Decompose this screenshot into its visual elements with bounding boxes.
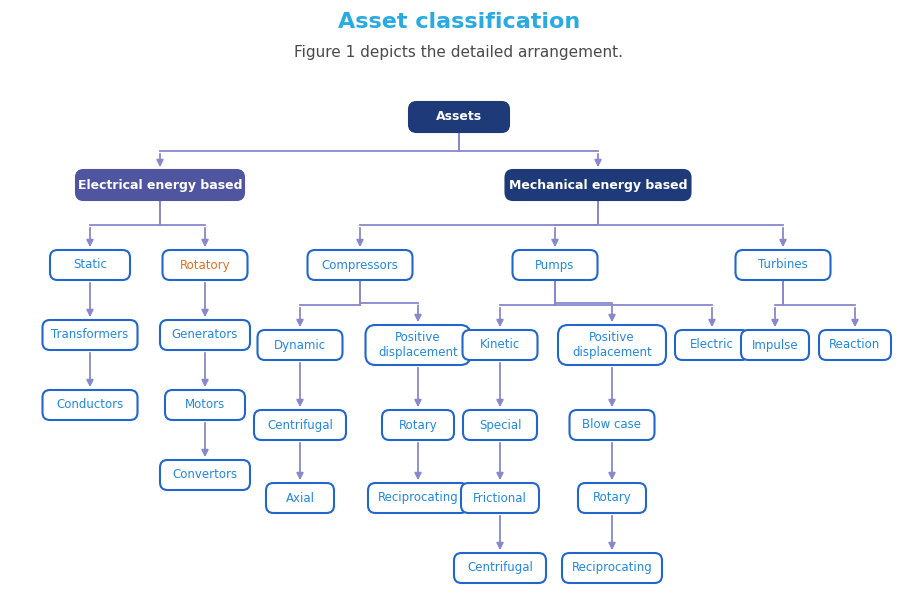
FancyBboxPatch shape [365,325,471,365]
FancyBboxPatch shape [506,170,690,200]
FancyBboxPatch shape [463,330,538,360]
FancyBboxPatch shape [409,102,509,132]
FancyBboxPatch shape [42,390,138,420]
Text: Positive
displacement: Positive displacement [378,331,458,359]
Text: Rotatory: Rotatory [180,258,230,272]
Text: Turbines: Turbines [758,258,808,272]
FancyBboxPatch shape [454,553,546,583]
FancyBboxPatch shape [42,320,138,350]
FancyBboxPatch shape [819,330,891,360]
FancyBboxPatch shape [741,330,809,360]
Text: Pumps: Pumps [535,258,575,272]
FancyBboxPatch shape [50,250,130,280]
Text: Special: Special [479,418,521,432]
FancyBboxPatch shape [368,483,468,513]
FancyBboxPatch shape [558,325,666,365]
Text: Rotary: Rotary [398,418,437,432]
FancyBboxPatch shape [735,250,831,280]
Text: Electrical energy based: Electrical energy based [78,179,242,191]
Text: Dynamic: Dynamic [274,338,326,352]
Text: Blow case: Blow case [583,418,642,432]
Text: Static: Static [73,258,106,272]
Text: Conductors: Conductors [56,399,124,412]
FancyBboxPatch shape [160,320,250,350]
FancyBboxPatch shape [160,460,250,490]
FancyBboxPatch shape [165,390,245,420]
Text: Reciprocating: Reciprocating [572,562,653,574]
FancyBboxPatch shape [569,410,655,440]
Text: Electric: Electric [690,338,733,352]
Text: Impulse: Impulse [752,338,799,352]
Text: Frictional: Frictional [473,491,527,504]
Text: Assets: Assets [436,111,482,123]
FancyBboxPatch shape [512,250,598,280]
FancyBboxPatch shape [266,483,334,513]
Text: Reaction: Reaction [829,338,880,352]
FancyBboxPatch shape [675,330,749,360]
FancyBboxPatch shape [162,250,248,280]
Text: Asset classification: Asset classification [338,12,580,32]
FancyBboxPatch shape [578,483,646,513]
Text: Transformers: Transformers [51,329,129,341]
FancyBboxPatch shape [258,330,342,360]
FancyBboxPatch shape [382,410,454,440]
Text: Positive
displacement: Positive displacement [572,331,652,359]
FancyBboxPatch shape [254,410,346,440]
Text: Centrifugal: Centrifugal [267,418,333,432]
Text: Centrifugal: Centrifugal [467,562,533,574]
FancyBboxPatch shape [76,170,244,200]
Text: Reciprocating: Reciprocating [377,491,458,504]
Text: Rotary: Rotary [593,491,632,504]
Text: Mechanical energy based: Mechanical energy based [509,179,688,191]
Text: Motors: Motors [185,399,225,412]
Text: Figure 1 depicts the detailed arrangement.: Figure 1 depicts the detailed arrangemen… [295,45,623,60]
FancyBboxPatch shape [308,250,412,280]
Text: Kinetic: Kinetic [480,338,521,352]
Text: Axial: Axial [285,491,315,504]
FancyBboxPatch shape [562,553,662,583]
Text: Generators: Generators [172,329,238,341]
FancyBboxPatch shape [463,410,537,440]
FancyBboxPatch shape [461,483,539,513]
Text: Convertors: Convertors [173,468,238,482]
Text: Compressors: Compressors [321,258,398,272]
